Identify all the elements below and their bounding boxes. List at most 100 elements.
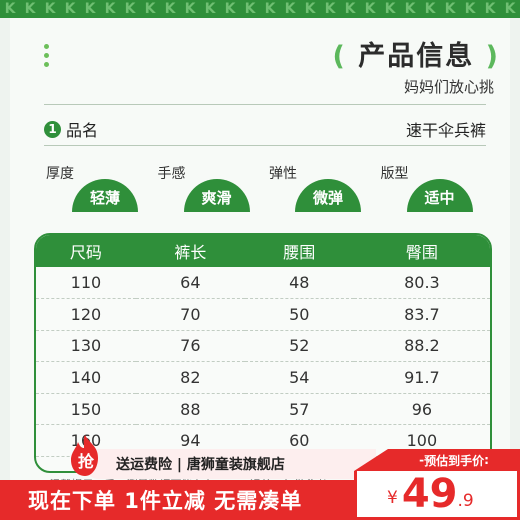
page-subtitle: 妈妈们放心挑 <box>403 78 494 96</box>
strip-glyph: K <box>84 1 96 17</box>
table-cell: 110 <box>36 267 136 300</box>
size-table: 尺码 裤长 腰围 臀围 110 64 48 80.3 120 70 50 83.… <box>36 235 490 458</box>
attribute-value-badge: 轻薄 <box>72 179 138 212</box>
divider <box>44 145 486 146</box>
size-table-header-row: 尺码 裤长 腰围 臀围 <box>36 235 490 267</box>
table-row: 130 76 52 88.2 <box>36 330 490 363</box>
strip-glyph: K <box>144 1 156 17</box>
strip-glyph: K <box>184 1 196 17</box>
product-name-row: 1 品名 速干伞兵裤 <box>44 117 486 141</box>
attribute-label: 弹性 <box>269 166 297 182</box>
table-cell: 88.2 <box>353 330 490 363</box>
table-cell: 54 <box>244 361 354 394</box>
strip-glyph: K <box>224 1 236 17</box>
page-title: ( 产品信息 ) <box>333 34 501 73</box>
price-value: ¥ 49 .9 <box>354 471 520 520</box>
table-cell: 83.7 <box>353 298 490 331</box>
product-name-label-group: 1 品名 <box>44 117 98 141</box>
product-name-value: 速干伞兵裤 <box>405 121 486 140</box>
table-cell: 57 <box>244 393 354 426</box>
table-cell: 80.3 <box>353 267 490 300</box>
price-tag-slant <box>354 449 388 471</box>
table-row: 140 82 54 91.7 <box>36 361 490 394</box>
table-cell: 50 <box>244 298 354 331</box>
attribute-feel: 手感 爽滑 <box>156 163 268 223</box>
price-decimal: .9 <box>457 491 474 511</box>
attribute-value-badge: 适中 <box>406 179 473 212</box>
table-cell: 120 <box>36 298 136 331</box>
table-cell: 52 <box>244 330 354 363</box>
column-header: 臀围 <box>405 243 438 262</box>
strip-glyph: K <box>364 1 376 17</box>
strip-glyph: K <box>44 1 56 17</box>
strip-glyph: K <box>4 1 16 17</box>
table-cell: 96 <box>353 393 490 426</box>
strip-glyph: K <box>504 1 516 17</box>
strip-glyph: K <box>124 1 136 17</box>
strip-glyph: K <box>264 1 276 17</box>
table-cell: 130 <box>36 330 136 363</box>
price-label-prefix: - <box>419 453 425 467</box>
strip-glyph: K <box>64 1 76 17</box>
table-row: 120 70 50 83.7 <box>36 298 490 331</box>
flame-icon <box>71 435 98 476</box>
strip-glyph: K <box>464 1 476 17</box>
strip-glyph: K <box>424 1 436 17</box>
strip-glyph: K <box>404 1 416 17</box>
title-text: 产品信息 <box>358 41 475 72</box>
attribute-value-badge: 爽滑 <box>183 179 250 212</box>
table-cell: 140 <box>36 361 136 394</box>
promo-bottom-bar[interactable]: 现在下单 1件立减 无需凑单 <box>0 480 370 520</box>
table-cell: 91.7 <box>353 361 490 394</box>
price-label-suffix: : <box>484 453 489 467</box>
strip-glyph: K <box>204 1 216 17</box>
strip-glyph: K <box>104 1 116 17</box>
table-cell: 150 <box>36 393 136 426</box>
promo-text: 送运费险 | 唐狮童装旗舰店 <box>116 457 285 473</box>
strip-glyph: K <box>164 1 176 17</box>
table-cell: 82 <box>135 361 245 394</box>
attribute-thickness: 厚度 轻薄 <box>44 163 156 223</box>
table-cell: 64 <box>135 267 245 300</box>
strip-glyph: K <box>304 1 316 17</box>
price-label: - 预估到手价 : <box>388 449 520 471</box>
price-box[interactable]: - 预估到手价 : ¥ 49 .9 <box>354 449 520 520</box>
title-paren-close: ) <box>485 41 500 72</box>
divider <box>44 104 486 105</box>
attribute-value-badge: 微弹 <box>295 179 361 212</box>
table-cell: 48 <box>244 267 354 300</box>
price-integer: 49 <box>401 471 458 517</box>
table-row: 150 88 57 96 <box>36 393 490 426</box>
table-cell: 70 <box>135 298 245 331</box>
table-cell: 88 <box>135 393 245 426</box>
strip-glyph: K <box>284 1 296 17</box>
strip-glyph: K <box>384 1 396 17</box>
attribute-label: 厚度 <box>46 166 74 182</box>
table-row: 110 64 48 80.3 <box>36 267 490 300</box>
column-header: 腰围 <box>283 243 316 262</box>
product-name-label: 品名 <box>66 121 99 140</box>
promo-info-bar[interactable]: 送运费险 | 唐狮童装旗舰店 <box>84 449 376 479</box>
price-label-text: 预估到手价 <box>424 453 485 468</box>
attribute-fit: 版型 适中 <box>379 163 491 223</box>
title-paren-open: ( <box>332 41 347 72</box>
attribute-label: 手感 <box>157 166 186 182</box>
attribute-label: 版型 <box>380 166 409 182</box>
strip-glyph: K <box>344 1 356 17</box>
strip-glyph: K <box>484 1 496 17</box>
strip-glyph: K <box>324 1 336 17</box>
grab-badge-label: 抢 <box>77 452 94 471</box>
column-header: 尺码 <box>69 243 102 262</box>
strip-glyph: K <box>24 1 36 17</box>
attributes-row: 厚度 轻薄 手感 爽滑 弹性 微弹 版型 适中 <box>44 163 490 223</box>
dots-decoration <box>44 44 50 71</box>
column-header: 裤长 <box>174 243 207 262</box>
section-number-badge: 1 <box>44 120 61 138</box>
table-cell: 76 <box>135 330 245 363</box>
attribute-elasticity: 弹性 微弹 <box>267 163 379 223</box>
strip-glyph: K <box>244 1 256 17</box>
promo-bottom-text: 现在下单 1件立减 无需凑单 <box>28 489 303 513</box>
price-currency: ¥ <box>387 488 398 508</box>
strip-glyph: K <box>444 1 456 17</box>
